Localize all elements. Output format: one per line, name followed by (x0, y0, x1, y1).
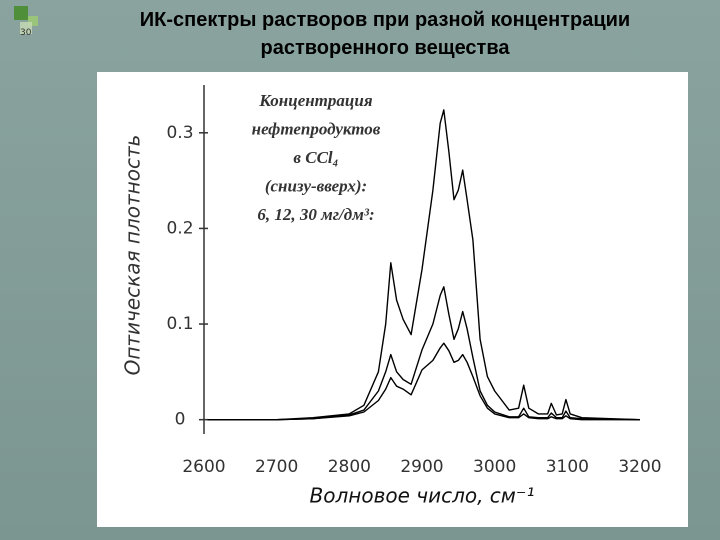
spectrum-line (207, 342, 640, 421)
annotation: Концентрация (258, 91, 372, 110)
y-axis-label: Оптическая плотность (121, 135, 145, 376)
slide-number: 30 (20, 28, 32, 38)
x-tick-label: 3000 (473, 457, 516, 477)
decoration (20, 22, 32, 34)
annotation: нефтепродуктов (252, 120, 381, 139)
y-tick-label: 0.1 (166, 314, 193, 334)
decoration (28, 16, 38, 26)
x-tick-label: 3200 (618, 457, 661, 477)
x-tick-label: 3100 (546, 457, 589, 477)
y-tick-label: 0.3 (166, 123, 193, 143)
annotation: 6, 12, 30 мг/дм³: (257, 205, 374, 224)
annotation: в CCl₄ (293, 148, 338, 167)
spectrum-line (207, 109, 641, 421)
x-tick-label: 2700 (255, 457, 298, 477)
y-tick-label: 0 (175, 410, 186, 430)
x-tick-label: 2600 (182, 457, 225, 477)
chart-background (97, 72, 688, 527)
slide-title: ИК-спектры растворов при разной концентр… (139, 9, 631, 59)
x-axis-label: Волновое число, см⁻¹ (310, 484, 535, 508)
spectrum-line (207, 286, 641, 421)
x-tick-label: 2800 (328, 457, 371, 477)
annotation: (снизу-вверх): (265, 177, 367, 196)
x-tick-label: 2900 (400, 457, 443, 477)
y-tick-label: 0.2 (166, 218, 193, 238)
decoration (14, 6, 28, 20)
